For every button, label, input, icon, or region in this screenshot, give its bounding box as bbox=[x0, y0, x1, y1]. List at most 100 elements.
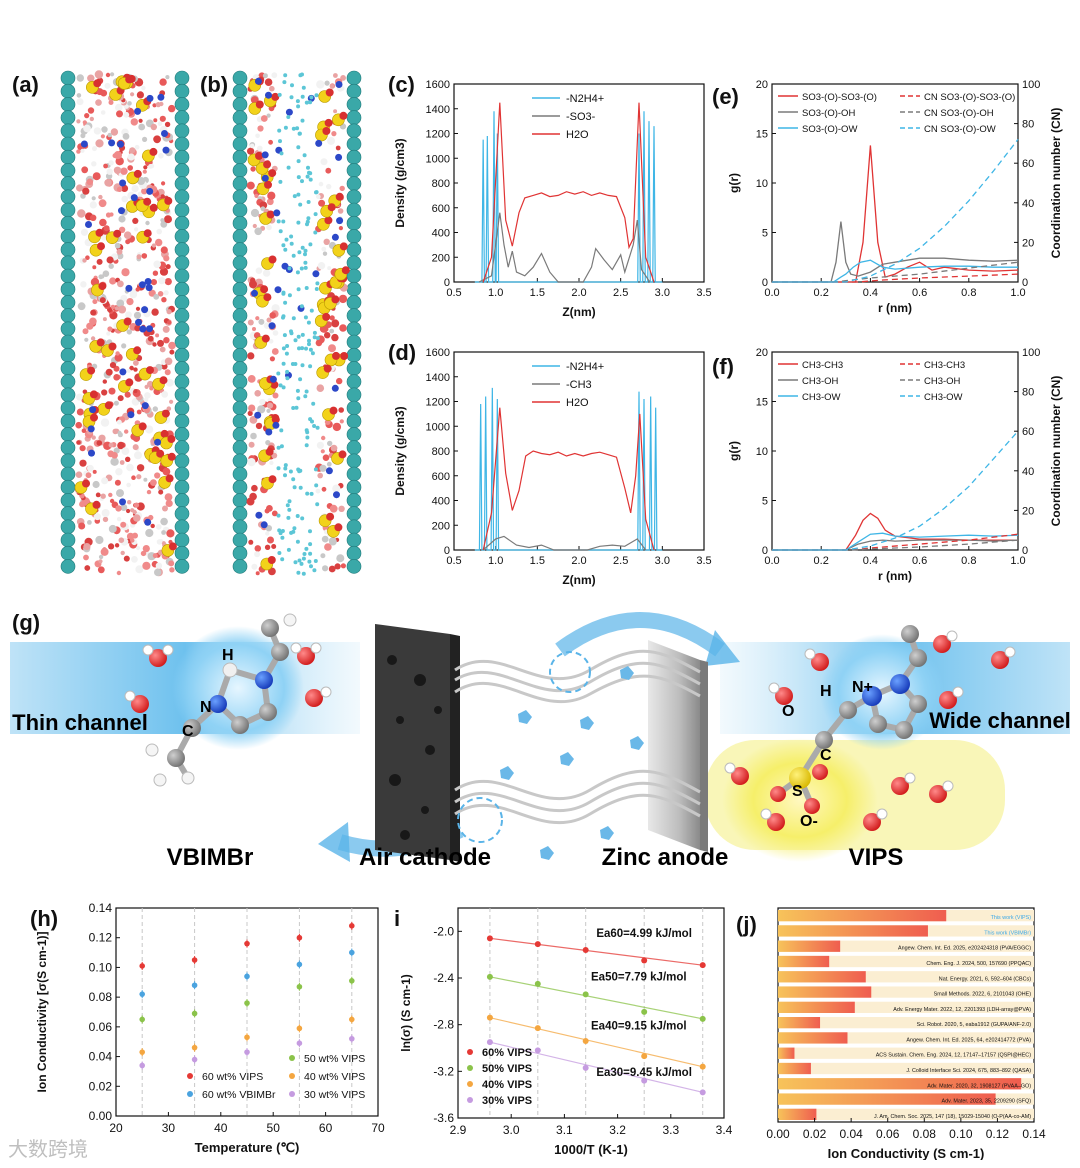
y-tick-label: 0 bbox=[762, 545, 768, 557]
x-tick-label: 0.5 bbox=[446, 555, 461, 567]
bar-label: This work (VIPS) bbox=[991, 915, 1032, 921]
solvent-atom bbox=[150, 479, 157, 486]
solvent-atom bbox=[159, 267, 169, 276]
solvent-atom bbox=[142, 561, 151, 570]
water-molecule bbox=[298, 202, 303, 207]
solvent-atom bbox=[164, 493, 173, 501]
solvent-atom bbox=[118, 215, 126, 223]
solvent-atom bbox=[329, 328, 335, 334]
solvent-atom bbox=[266, 113, 271, 118]
solvent-atom bbox=[104, 179, 112, 187]
sulfonate-oxygen bbox=[104, 401, 113, 410]
wall-atom-right bbox=[346, 176, 362, 191]
solvent-atom bbox=[113, 166, 122, 174]
bar-label: Chem. Eng. J. 2024, 500, 157690 (PPQAC) bbox=[926, 961, 1031, 967]
sulfonate-oxygen bbox=[324, 118, 333, 127]
wall-atom-left bbox=[232, 70, 248, 86]
water-molecule bbox=[314, 483, 319, 488]
water-molecule bbox=[313, 559, 318, 563]
watermark: 大数跨境 bbox=[8, 1137, 88, 1161]
solvent-atom bbox=[133, 367, 138, 372]
wall-atom-right bbox=[174, 281, 190, 297]
data-point bbox=[486, 935, 493, 942]
wall-atom-left bbox=[232, 255, 248, 271]
solvent-atom bbox=[132, 217, 139, 224]
water-molecule bbox=[285, 369, 290, 374]
solvent-atom bbox=[93, 513, 101, 521]
wall-atom-left bbox=[232, 229, 248, 244]
data-point bbox=[244, 1049, 250, 1055]
battery-schematic: Thin channel Wide channel VBIMBr Air cat… bbox=[10, 612, 1071, 871]
atom-label-nplus-right: N+ bbox=[852, 679, 873, 696]
nitrogen-atom bbox=[333, 491, 340, 499]
solvent-atom bbox=[165, 75, 170, 80]
solvent-atom bbox=[127, 500, 132, 505]
solvent-atom bbox=[121, 447, 130, 455]
data-point bbox=[486, 1039, 493, 1046]
solvent-atom bbox=[125, 311, 132, 319]
ea-annotation: Ea30=9.45 kJ/mol bbox=[596, 1067, 692, 1079]
solvent-atom bbox=[272, 330, 279, 336]
solvent-atom bbox=[138, 123, 146, 131]
series-line bbox=[772, 430, 1019, 551]
water-molecule bbox=[306, 200, 311, 204]
x-axis-label: 1000/T (K-1) bbox=[554, 1142, 628, 1157]
solvent-atom bbox=[130, 538, 135, 543]
water-molecule bbox=[300, 94, 305, 99]
wall-atom-left bbox=[232, 506, 248, 521]
bar-background bbox=[778, 1001, 1034, 1013]
solvent-atom bbox=[316, 80, 325, 89]
solvent-atom bbox=[98, 194, 103, 200]
y-tick-label: 0.02 bbox=[89, 1079, 113, 1093]
nitrogen-atom bbox=[255, 511, 263, 519]
y-tick-label: -3.2 bbox=[433, 1064, 454, 1078]
sulfonate-oxygen bbox=[87, 366, 96, 375]
legend-entry: 60 wt% VIPS bbox=[202, 1071, 263, 1083]
solvent-atom bbox=[117, 395, 124, 402]
density-chart-d: 0.5 1.0 1.5 2.0 2.5 3.0 3.5 0 200 400 600 800 1000 12… bbox=[393, 347, 712, 587]
panel-label-d: (d) bbox=[388, 340, 417, 365]
solvent-atom bbox=[165, 499, 173, 507]
solvent-atom bbox=[248, 404, 256, 412]
solvent-atom bbox=[135, 565, 144, 574]
solvent-atom bbox=[100, 234, 108, 241]
y-tick-label: 1200 bbox=[426, 397, 450, 409]
solvent-atom bbox=[317, 262, 326, 270]
solvent-atom bbox=[116, 186, 123, 192]
wall-atom-right bbox=[174, 268, 190, 284]
solvent-atom bbox=[102, 317, 107, 322]
solvent-atom bbox=[333, 109, 338, 114]
solvent-atom bbox=[338, 226, 343, 231]
wall-atom-left bbox=[232, 268, 248, 284]
x-tick-label: 3.0 bbox=[655, 555, 670, 567]
wall-atom-left bbox=[232, 321, 248, 337]
water-molecule bbox=[304, 546, 309, 551]
nitrogen-atom bbox=[331, 384, 339, 392]
sulfonate-oxygen bbox=[339, 242, 348, 251]
wall-atom-left bbox=[232, 136, 248, 152]
solvent-atom bbox=[255, 571, 260, 576]
solvent-atom bbox=[266, 402, 274, 409]
solvent-atom bbox=[120, 504, 128, 511]
nitrogen-atom bbox=[269, 375, 277, 383]
water-molecule bbox=[296, 104, 301, 109]
wall-atom-left bbox=[60, 123, 76, 139]
water-molecule bbox=[289, 234, 294, 239]
water-molecule bbox=[291, 126, 296, 131]
y-tick-label: 600 bbox=[432, 471, 450, 483]
polymer-chains bbox=[454, 649, 701, 825]
water-molecule bbox=[296, 192, 301, 197]
solvent-atom bbox=[75, 421, 82, 429]
legend-marker bbox=[467, 1081, 473, 1087]
sulfonate-oxygen bbox=[341, 266, 350, 275]
wall-atom-right bbox=[346, 229, 362, 244]
solvent-atom bbox=[329, 504, 338, 513]
solvent-atom bbox=[114, 353, 123, 362]
legend-entry: 60 wt% VBIMBr bbox=[202, 1089, 276, 1101]
panel-label-j: (j) bbox=[736, 912, 757, 937]
y-tick-label: 1000 bbox=[426, 153, 450, 165]
y-tick-label: 1400 bbox=[426, 372, 450, 384]
solvent-atom bbox=[76, 184, 84, 192]
nitrogen-atom bbox=[119, 368, 127, 376]
nitrogen-atom bbox=[146, 325, 153, 333]
